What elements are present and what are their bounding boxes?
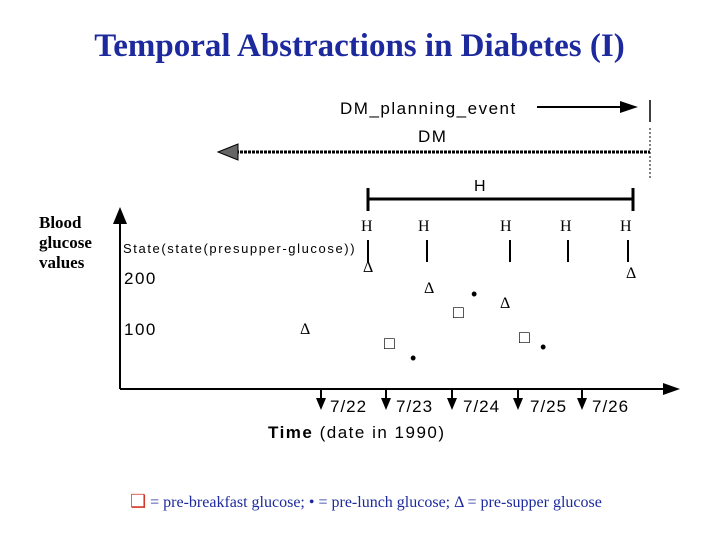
x-tick-label: 7/22 bbox=[330, 397, 368, 416]
h-point-label: H bbox=[418, 218, 430, 235]
pre-lunch-marker: • bbox=[540, 337, 547, 357]
h-point-label: H bbox=[620, 218, 632, 235]
x-tick-arrowhead bbox=[447, 398, 457, 410]
pre-supper-marker: Δ bbox=[500, 295, 511, 312]
x-tick-label: 7/25 bbox=[530, 397, 568, 416]
state-label: State(state(presupper-glucose)) bbox=[123, 241, 357, 256]
h-point-label: H bbox=[361, 218, 373, 235]
x-tick-label: 7/24 bbox=[463, 397, 501, 416]
legend: ❑ = pre-breakfast glucose; • = pre-lunch… bbox=[130, 491, 602, 512]
pre-lunch-marker: • bbox=[471, 284, 478, 304]
pre-lunch-marker: • bbox=[410, 348, 417, 368]
h-point-label: H bbox=[500, 218, 512, 235]
h-interval-label: H bbox=[474, 178, 486, 195]
pre-breakfast-marker: □ bbox=[453, 302, 464, 322]
pre-supper-marker: Δ bbox=[300, 321, 311, 338]
dm-arrowhead bbox=[216, 143, 239, 161]
x-tick-arrowhead bbox=[513, 398, 523, 410]
x-tick-label: 7/26 bbox=[592, 397, 630, 416]
h-point-label: H bbox=[560, 218, 572, 235]
legend-text: = pre-breakfast glucose; • = pre-lunch g… bbox=[150, 494, 602, 511]
y-axis-arrowhead bbox=[113, 207, 127, 224]
pre-breakfast-marker: □ bbox=[384, 333, 395, 353]
pre-supper-marker: Δ bbox=[626, 265, 637, 282]
x-tick-label: 7/23 bbox=[396, 397, 434, 416]
x-tick-arrowhead bbox=[577, 398, 587, 410]
x-axis-label: Time (date in 1990) bbox=[268, 423, 446, 443]
pre-breakfast-square-icon: ❑ bbox=[130, 491, 147, 511]
pre-breakfast-marker: □ bbox=[519, 327, 530, 347]
y-tick-label: 200 bbox=[124, 269, 157, 288]
x-tick-arrowhead bbox=[316, 398, 326, 410]
x-axis-label-rest: (date in 1990) bbox=[319, 423, 446, 442]
dm-label: DM bbox=[418, 127, 448, 146]
pre-supper-marker: Δ bbox=[363, 259, 374, 276]
page-title: Temporal Abstractions in Diabetes (I) bbox=[94, 28, 625, 64]
x-axis-arrowhead bbox=[663, 383, 680, 395]
y-tick-label: 100 bbox=[124, 320, 157, 339]
dm-planning-event-arrowhead bbox=[620, 101, 638, 113]
y-axis-label: Blood glucose values bbox=[39, 213, 92, 272]
dm-planning-event-label: DM_planning_event bbox=[340, 99, 517, 118]
pre-supper-marker: Δ bbox=[424, 280, 435, 297]
x-axis-label-bold: Time bbox=[268, 423, 314, 442]
x-tick-arrowhead bbox=[381, 398, 391, 410]
